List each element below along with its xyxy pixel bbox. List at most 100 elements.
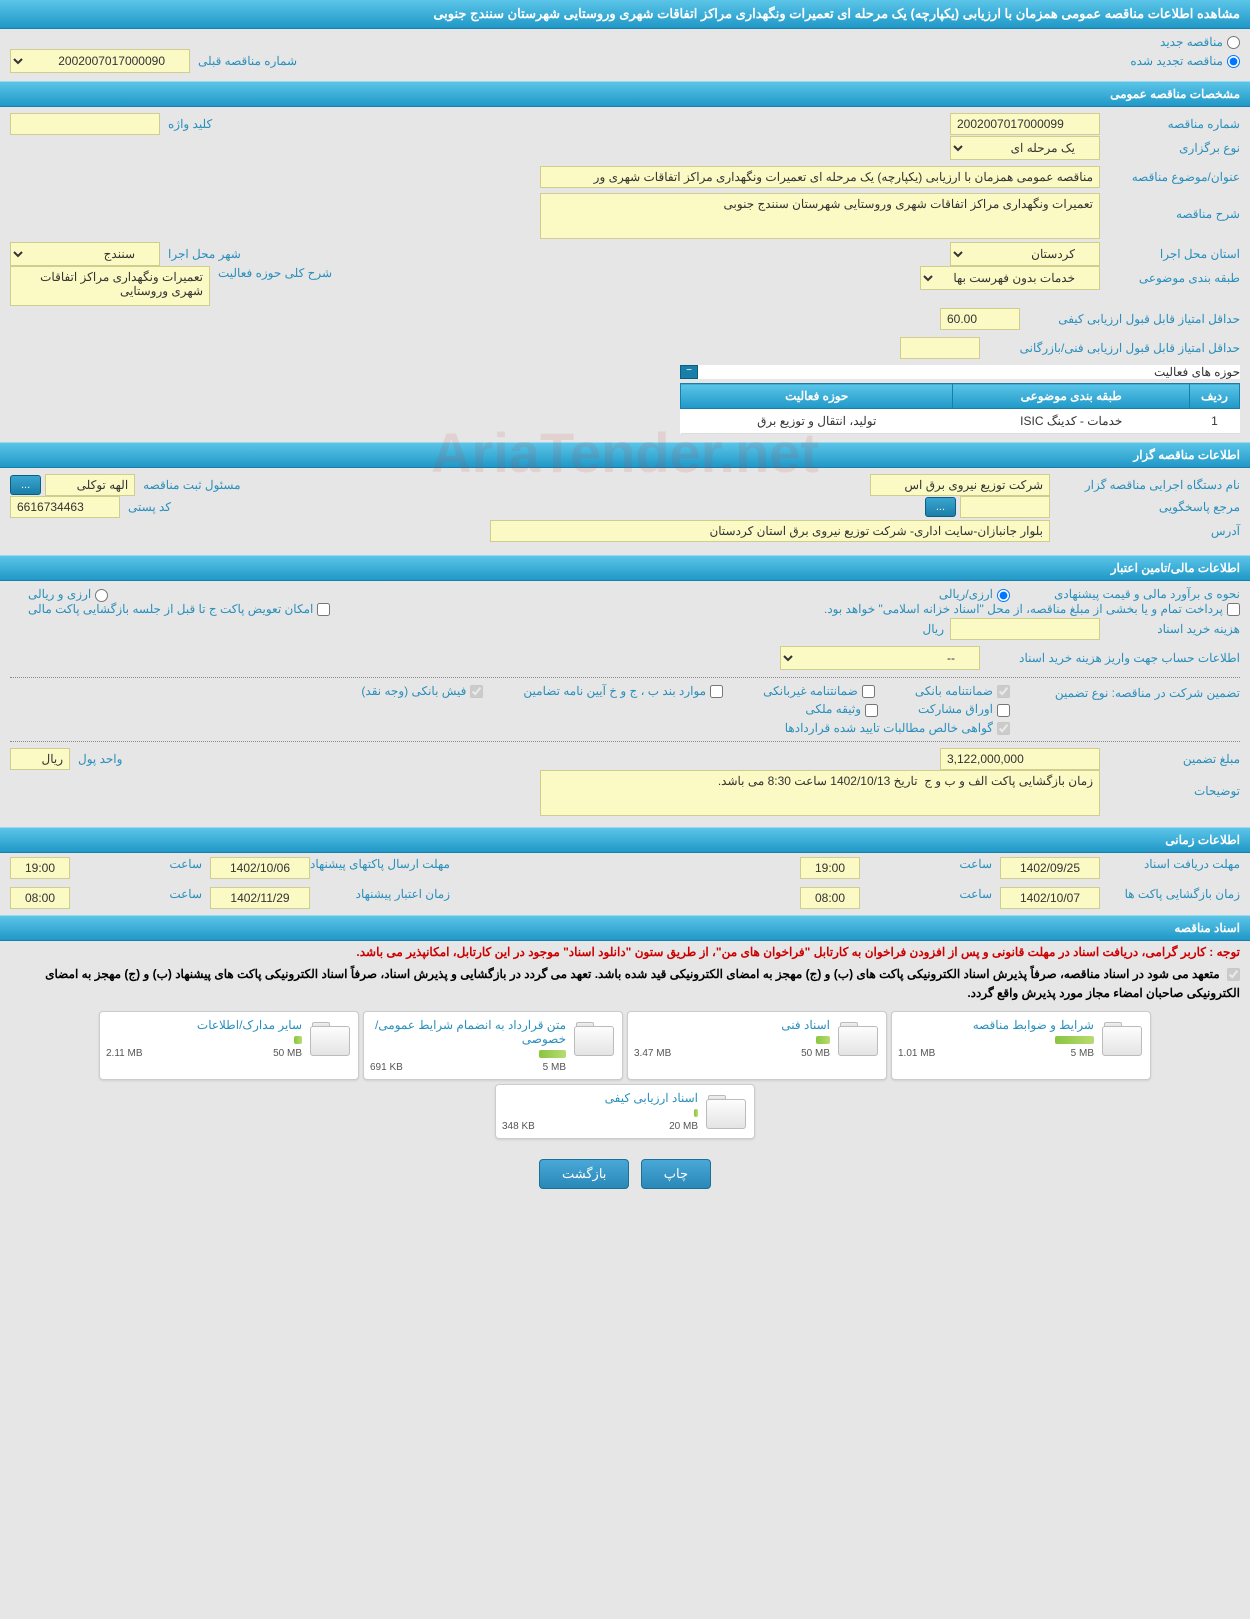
send-time: 19:00: [10, 857, 70, 879]
time-label-3: ساعت: [860, 887, 1000, 909]
account-select[interactable]: --: [780, 646, 980, 670]
back-button[interactable]: بازگشت: [539, 1159, 629, 1189]
doc-progress: [816, 1036, 830, 1044]
doc-cap: 5 MB: [543, 1062, 566, 1073]
doc-card[interactable]: متن قرارداد به انضمام شرایط عمومی/خصوصی …: [363, 1011, 623, 1080]
doc-progress: [539, 1050, 566, 1058]
category-select[interactable]: خدمات بدون فهرست بها: [920, 266, 1100, 290]
doc-progress: [1055, 1036, 1094, 1044]
tender-number-label: شماره مناقصه: [1100, 117, 1240, 131]
org-label: نام دستگاه اجرایی مناقصه گزار: [1050, 478, 1240, 492]
reg-officer-input[interactable]: [45, 474, 135, 496]
receive-deadline-label: مهلت دریافت اسناد: [1100, 857, 1240, 879]
folder-icon: [1100, 1018, 1144, 1058]
collapse-icon[interactable]: −: [680, 365, 698, 379]
radio-currency[interactable]: ارزی و ریالی: [28, 587, 108, 601]
doc-card[interactable]: اسناد فنی 3.47 MB 50 MB: [627, 1011, 887, 1080]
validity-label: زمان اعتبار پیشنهاد: [310, 887, 450, 909]
activities-table: ردیف طبقه بندی موضوعی حوزه فعالیت 1خدمات…: [680, 383, 1240, 434]
col-cat: طبقه بندی موضوعی: [953, 384, 1190, 409]
reg-officer-label: مسئول ثبت مناقصه: [135, 478, 240, 492]
doc-cost-input[interactable]: [950, 618, 1100, 640]
scope-textarea[interactable]: تعمیرات ونگهداری مراکز اتفاقات شهری وروس…: [10, 266, 210, 306]
print-button[interactable]: چاپ: [641, 1159, 711, 1189]
doc-cap: 5 MB: [1071, 1048, 1094, 1059]
fin-notes-textarea[interactable]: زمان بازگشایی پاکت الف و ب و ج تاریخ 140…: [540, 770, 1100, 816]
tender-status-group: مناقصه جدید مناقصه تجدید شده شماره مناقص…: [10, 35, 1240, 73]
doc-title: سایر مدارک/اطلاعات: [106, 1018, 302, 1032]
prev-tender-label: شماره مناقصه قبلی: [190, 54, 297, 68]
doc-used: 348 KB: [502, 1121, 535, 1132]
radio-rial[interactable]: ارزی/ریالی: [939, 587, 1010, 601]
unit-input: [10, 748, 70, 770]
tender-number-field: 2002007017000099: [950, 113, 1100, 135]
doc-used: 2.11 MB: [106, 1048, 143, 1059]
doc-used: 1.01 MB: [898, 1048, 935, 1059]
check-bank-guarantee[interactable]: ضمانتنامه بانکی: [915, 684, 1010, 698]
doc-cost-label: هزینه خرید اسناد: [1100, 622, 1240, 636]
unit-label: واحد پول: [70, 752, 122, 766]
col-area: حوزه فعالیت: [681, 384, 953, 409]
keyword-input[interactable]: [10, 113, 160, 135]
postal-input[interactable]: [10, 496, 120, 518]
doc-used: 3.47 MB: [634, 1048, 671, 1059]
check-nonbank-guarantee[interactable]: ضمانتنامه غیربانکی: [763, 684, 875, 698]
org-input[interactable]: [870, 474, 1050, 496]
check-bank-receipt[interactable]: فیش بانکی (وجه نقد): [361, 684, 483, 698]
check-items-bjkh[interactable]: موارد بند ب ، ج و خ آیین نامه تضامین: [523, 684, 723, 698]
type-label: نوع برگزاری: [1100, 141, 1240, 155]
type-select[interactable]: یک مرحله ای: [950, 136, 1100, 160]
min-quality-input[interactable]: [940, 308, 1020, 330]
docs-commit-check: [1227, 968, 1240, 981]
time-label-2: ساعت: [70, 857, 210, 879]
guarantee-amount-input[interactable]: [940, 748, 1100, 770]
check-net-claims[interactable]: گواهی خالص مطالبات تایید شده قراردادها: [290, 721, 1010, 735]
docs-grid: شرایط و ضوابط مناقصه 1.01 MB5 MB اسناد ف…: [0, 1005, 1250, 1145]
section-general: مشخصات مناقصه عمومی: [0, 81, 1250, 107]
check-property-pledge[interactable]: وثیقه ملکی: [805, 702, 878, 716]
account-label: اطلاعات حساب جهت واریز هزینه خرید اسناد: [980, 651, 1240, 665]
folder-icon: [308, 1018, 352, 1058]
subject-label: عنوان/موضوع مناقصه: [1100, 170, 1240, 184]
price-method-label: نحوه ی برآورد مالی و قیمت پیشنهادی: [1010, 587, 1240, 601]
doc-card[interactable]: شرایط و ضوابط مناقصه 1.01 MB5 MB: [891, 1011, 1151, 1080]
validity-date: 1402/11/29: [210, 887, 310, 909]
city-select[interactable]: سنندج: [10, 242, 160, 266]
min-tech-label: حداقل امتیاز قابل قبول ارزیابی فنی/بازرگ…: [980, 341, 1240, 355]
check-payment-note[interactable]: پرداخت تمام و یا بخشی از مبلغ مناقصه، از…: [824, 602, 1240, 616]
receive-date: 1402/09/25: [1000, 857, 1100, 879]
col-row: ردیف: [1190, 384, 1240, 409]
min-tech-input[interactable]: [900, 337, 980, 359]
guarantee-type-label: تضمین شرکت در مناقصه: نوع تضمین: [1010, 684, 1240, 700]
doc-card[interactable]: اسناد ارزیابی کیفی 348 KB20 MB: [495, 1084, 755, 1139]
address-input[interactable]: [490, 520, 1050, 542]
radio-renewed-tender[interactable]: مناقصه تجدید شده: [1130, 54, 1240, 68]
check-swap-note[interactable]: امکان تعویض پاکت ج تا قبل از جلسه بازگشا…: [28, 602, 330, 616]
currency-unit-1: ریال: [914, 622, 950, 636]
desc-textarea[interactable]: تعمیرات ونگهداری مراکز اتفاقات شهری وروس…: [540, 193, 1100, 239]
doc-progress: [294, 1036, 302, 1044]
time-label-1: ساعت: [860, 857, 1000, 879]
section-timing: اطلاعات زمانی: [0, 827, 1250, 853]
section-docs: اسناد مناقصه: [0, 915, 1250, 941]
guarantee-checks: ضمانتنامه بانکی ضمانتنامه غیربانکی موارد…: [290, 684, 1010, 735]
prev-tender-select[interactable]: 2002007017000090: [10, 49, 190, 73]
subject-input[interactable]: [540, 166, 1100, 188]
doc-cap: 50 MB: [801, 1048, 830, 1059]
answer-ref-input[interactable]: [960, 496, 1050, 518]
province-select[interactable]: کردستان: [950, 242, 1100, 266]
city-label: شهر محل اجرا: [160, 247, 241, 261]
keyword-label: کلید واژه: [160, 117, 212, 131]
answer-ref-button[interactable]: ...: [925, 497, 956, 517]
province-label: استان محل اجرا: [1100, 247, 1240, 261]
doc-title: اسناد فنی: [634, 1018, 830, 1032]
doc-card[interactable]: سایر مدارک/اطلاعات 2.11 MB50 MB: [99, 1011, 359, 1080]
radio-new-tender[interactable]: مناقصه جدید: [1160, 35, 1240, 49]
check-participation-bonds[interactable]: اوراق مشارکت: [918, 702, 1010, 716]
open-time: 08:00: [800, 887, 860, 909]
doc-title: اسناد ارزیابی کیفی: [502, 1091, 698, 1105]
doc-used: 691 KB: [370, 1062, 403, 1073]
doc-title: متن قرارداد به انضمام شرایط عمومی/خصوصی: [370, 1018, 566, 1046]
scope-label: شرح کلی حوزه فعالیت: [210, 266, 332, 280]
reg-officer-button[interactable]: ...: [10, 475, 41, 495]
